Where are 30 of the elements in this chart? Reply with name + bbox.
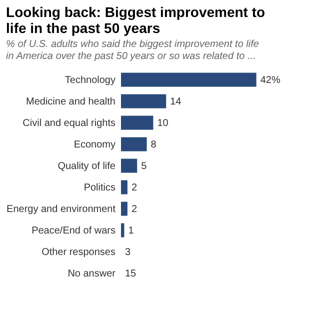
y-tick-label: Technology — [64, 74, 116, 86]
data-label: 42% — [260, 74, 280, 86]
data-label: 1 — [128, 225, 134, 236]
y-tick-label: No answer — [68, 268, 116, 280]
y-tick-label: Quality of life — [58, 160, 116, 172]
text: 3 — [125, 246, 131, 258]
data-label: 10 — [157, 118, 169, 129]
chart-subtitle: % of U.S. adults who said the biggest improvement to life in America over the past 50 years or so was related to ... — [6, 39, 260, 62]
data-label: 2 — [131, 204, 138, 215]
bar — [121, 116, 154, 130]
bar — [121, 202, 128, 216]
data-label: 14 — [170, 96, 182, 108]
y-tick-label: Economy — [74, 139, 116, 150]
y-tick-label: Other responses — [42, 246, 116, 258]
y-tick-label: Peace/End of wars — [32, 225, 116, 236]
chart-title: Looking back: Biggest improvement to life in the past 50 years — [6, 4, 266, 36]
data-label: 8 — [150, 139, 157, 150]
bar — [121, 158, 138, 173]
text: 15 — [125, 268, 136, 280]
bar — [121, 94, 166, 108]
bar — [121, 137, 147, 152]
bar — [121, 223, 124, 238]
bar — [121, 72, 256, 87]
data-label: 2 — [131, 182, 138, 194]
y-tick-label: Politics — [84, 182, 116, 194]
data-label: 5 — [141, 160, 148, 172]
y-tick-label: Energy and environment — [6, 204, 116, 215]
bar — [121, 180, 128, 194]
y-tick-label: Civil and equal rights — [22, 118, 116, 129]
y-tick-label: Medicine and health — [26, 96, 116, 108]
